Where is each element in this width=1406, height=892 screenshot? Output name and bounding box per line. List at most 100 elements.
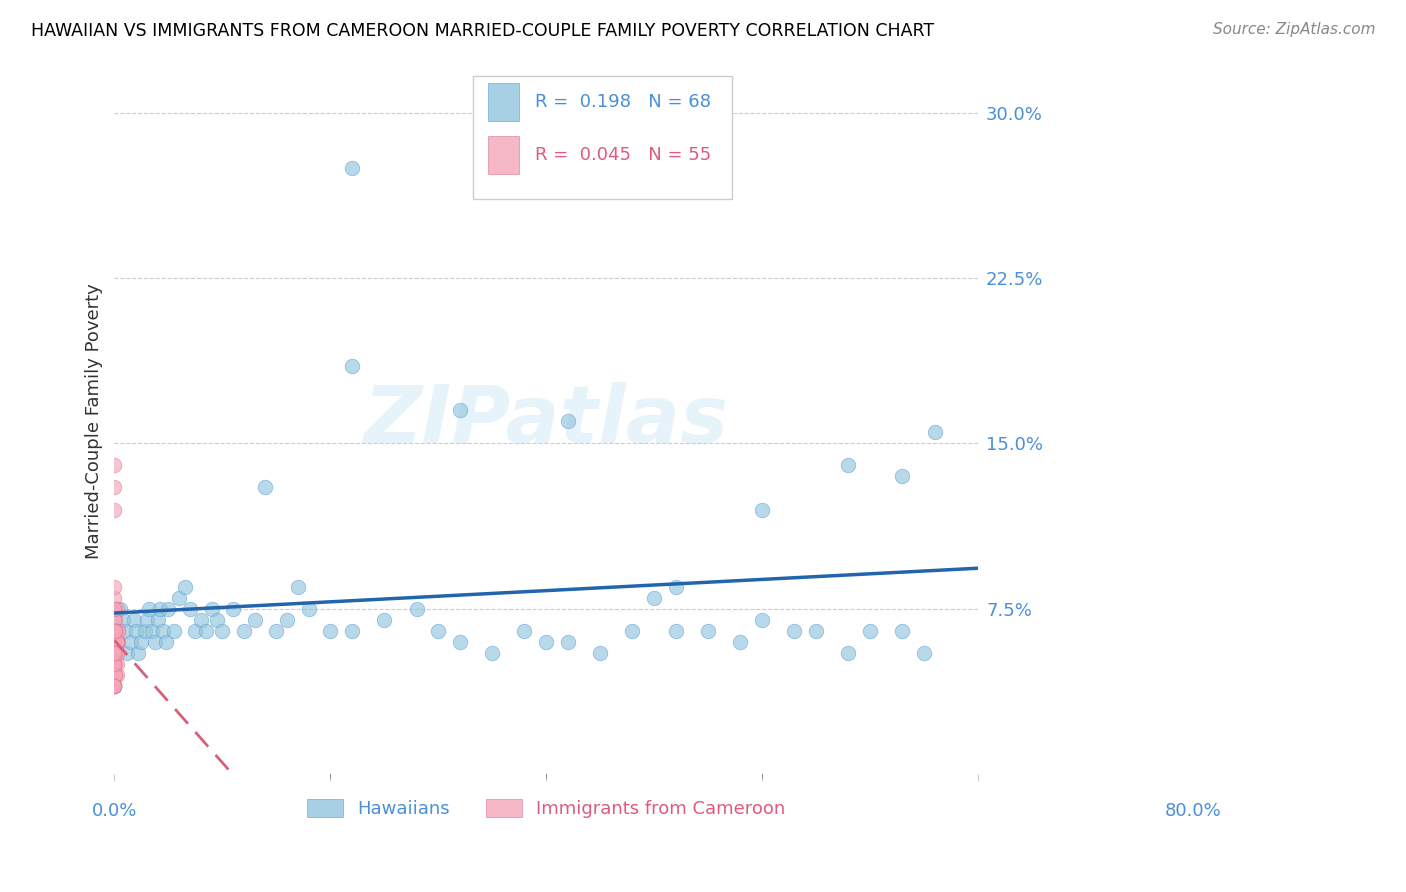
Point xyxy=(103,679,125,693)
Point xyxy=(266,624,288,638)
Point xyxy=(287,580,309,594)
Point xyxy=(319,624,342,638)
Point xyxy=(621,624,644,638)
Point xyxy=(141,624,163,638)
Y-axis label: Married-Couple Family Poverty: Married-Couple Family Poverty xyxy=(86,284,103,559)
Point xyxy=(837,458,859,473)
Point xyxy=(131,635,153,649)
Point xyxy=(149,601,172,615)
Point xyxy=(195,624,218,638)
Point xyxy=(589,646,612,660)
Point xyxy=(173,580,195,594)
FancyBboxPatch shape xyxy=(472,76,731,199)
Point xyxy=(104,657,127,671)
Point xyxy=(104,646,127,660)
Point xyxy=(163,624,186,638)
Text: ZIPatlas: ZIPatlas xyxy=(364,383,728,460)
Point xyxy=(146,613,169,627)
Point xyxy=(211,624,233,638)
Point xyxy=(184,624,207,638)
Point xyxy=(103,646,125,660)
Point xyxy=(103,591,125,605)
Point xyxy=(152,624,174,638)
Point xyxy=(104,624,127,638)
Point xyxy=(127,646,149,660)
Point xyxy=(105,646,128,660)
Point xyxy=(107,624,129,638)
Point xyxy=(157,601,180,615)
Point xyxy=(103,657,125,671)
Point xyxy=(105,635,128,649)
Point xyxy=(103,646,125,660)
Point xyxy=(924,425,946,440)
Point xyxy=(120,635,142,649)
Point xyxy=(891,624,914,638)
Bar xyxy=(488,136,519,174)
Point xyxy=(125,624,148,638)
Point xyxy=(104,668,127,682)
Point xyxy=(103,679,125,693)
Text: 0.0%: 0.0% xyxy=(91,802,138,821)
Point xyxy=(103,502,125,516)
Point xyxy=(105,657,128,671)
Point xyxy=(697,624,720,638)
Point xyxy=(103,624,125,638)
Point xyxy=(254,480,277,494)
Point xyxy=(190,613,212,627)
Point xyxy=(104,601,127,615)
Point xyxy=(200,601,222,615)
Point xyxy=(117,646,139,660)
Point xyxy=(167,591,190,605)
Point xyxy=(837,646,859,660)
Point xyxy=(105,668,128,682)
Point xyxy=(103,657,125,671)
Point xyxy=(108,601,131,615)
Point xyxy=(340,624,363,638)
Point xyxy=(243,613,266,627)
Point xyxy=(276,613,298,627)
Point xyxy=(103,601,125,615)
Point xyxy=(103,679,125,693)
Point xyxy=(373,613,395,627)
Point xyxy=(557,635,579,649)
Point xyxy=(104,624,127,638)
Point xyxy=(135,613,157,627)
Point xyxy=(534,635,557,649)
Point xyxy=(340,359,363,374)
Point xyxy=(104,646,127,660)
Point xyxy=(912,646,935,660)
Point xyxy=(340,161,363,175)
Point xyxy=(205,613,228,627)
Point xyxy=(105,635,128,649)
Point xyxy=(103,679,125,693)
Point xyxy=(104,624,127,638)
Bar xyxy=(488,83,519,121)
Point xyxy=(103,480,125,494)
Point xyxy=(103,679,125,693)
Point xyxy=(783,624,806,638)
Point xyxy=(103,646,125,660)
Text: R =  0.198   N = 68: R = 0.198 N = 68 xyxy=(534,93,710,111)
Text: Source: ZipAtlas.com: Source: ZipAtlas.com xyxy=(1212,22,1375,37)
Point xyxy=(104,624,127,638)
Text: 80.0%: 80.0% xyxy=(1166,802,1222,821)
Point xyxy=(155,635,177,649)
Point xyxy=(103,580,125,594)
Point xyxy=(103,679,125,693)
Point xyxy=(112,613,135,627)
Point xyxy=(103,646,125,660)
Point xyxy=(103,668,125,682)
Point xyxy=(449,403,471,417)
Point xyxy=(103,613,125,627)
Point xyxy=(122,613,145,627)
Point xyxy=(859,624,882,638)
Point xyxy=(557,414,579,428)
Point xyxy=(107,624,129,638)
Point xyxy=(427,624,450,638)
Point xyxy=(751,502,773,516)
Point xyxy=(730,635,752,649)
Point xyxy=(103,646,125,660)
Point xyxy=(449,635,471,649)
Point xyxy=(103,646,125,660)
Point xyxy=(481,646,503,660)
